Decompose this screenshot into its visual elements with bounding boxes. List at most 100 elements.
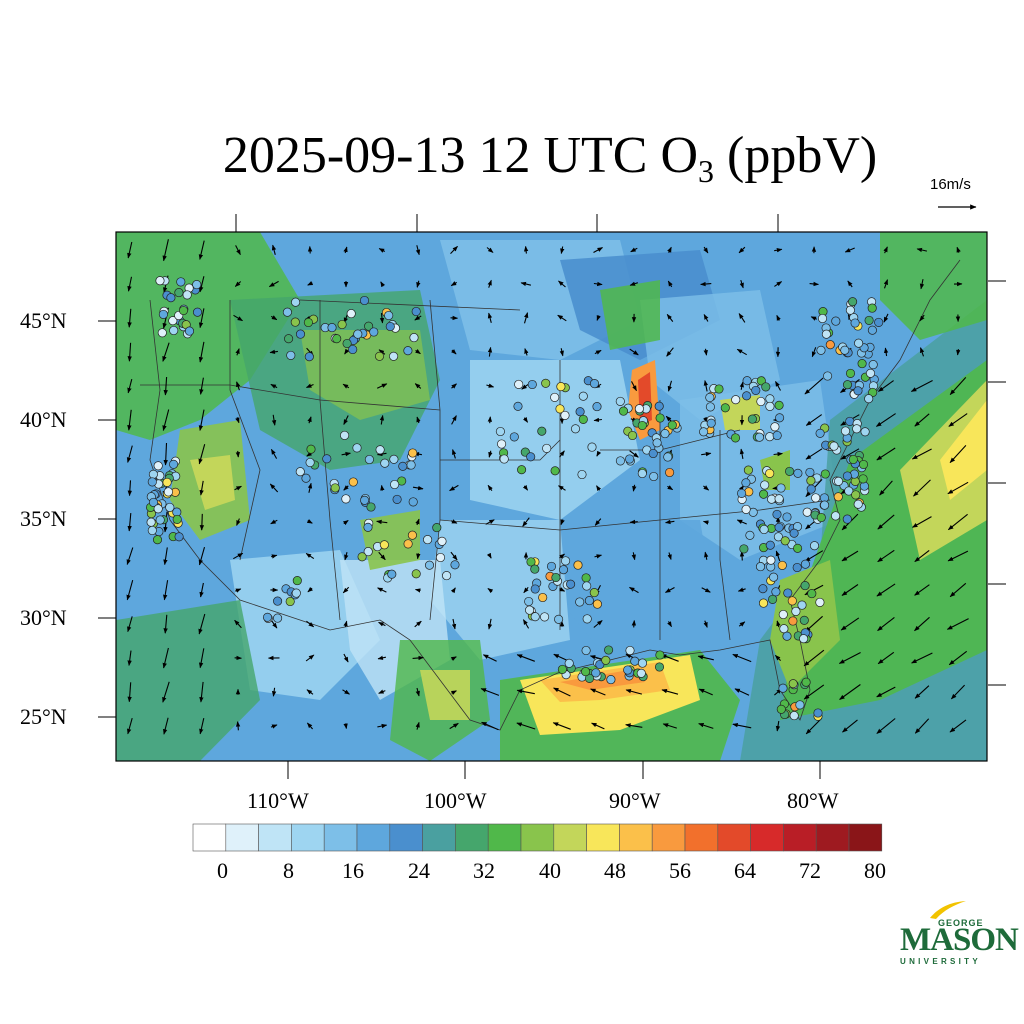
station-marker <box>845 368 856 378</box>
station-marker <box>654 401 664 411</box>
wind-vector <box>416 280 421 288</box>
colorbar-swatch <box>619 823 653 852</box>
wind-vector <box>449 484 459 492</box>
wind-vector <box>558 485 566 491</box>
station-marker <box>840 426 851 436</box>
station-marker <box>174 532 184 542</box>
colorbar-swatch <box>651 823 686 852</box>
wind-vector <box>414 588 421 593</box>
station-marker <box>155 515 165 525</box>
station-marker <box>555 404 565 414</box>
wind-vector <box>632 484 637 492</box>
station-marker <box>592 599 602 609</box>
wind-vector <box>415 687 420 697</box>
wind-vector <box>270 519 278 525</box>
station-marker <box>165 502 175 512</box>
station-marker <box>375 445 385 455</box>
station-marker <box>587 442 597 452</box>
wind-vector <box>703 620 708 628</box>
wind-vector <box>343 723 348 730</box>
wind-vector <box>412 655 424 661</box>
wind-vector <box>236 518 241 526</box>
wind-vector <box>198 648 205 669</box>
wind-vector <box>805 448 823 460</box>
station-marker <box>147 525 157 536</box>
colorbar-swatch <box>487 823 522 852</box>
wind-vector <box>629 281 638 286</box>
station-marker <box>551 572 561 583</box>
wind-vector <box>127 241 133 259</box>
wind-vector <box>163 376 168 396</box>
wind-vector <box>343 415 349 425</box>
station-marker <box>767 494 777 504</box>
wind-vector <box>450 656 457 662</box>
station-marker <box>615 456 625 466</box>
wind-vector <box>450 519 458 524</box>
station-marker <box>705 402 715 412</box>
wind-vector <box>198 341 205 363</box>
station-marker <box>615 396 625 406</box>
wind-vector <box>810 316 818 321</box>
wind-vector <box>629 586 639 594</box>
wind-vector <box>376 383 388 389</box>
station-marker <box>147 477 157 487</box>
wind-vector <box>631 381 637 392</box>
wind-vector <box>596 485 602 492</box>
station-marker <box>731 395 741 405</box>
wind-vector <box>344 348 350 355</box>
wind-vector <box>378 621 386 627</box>
station-marker <box>369 327 379 337</box>
station-marker <box>649 471 659 482</box>
station-marker <box>765 401 775 411</box>
wind-vector <box>879 480 893 496</box>
station-marker <box>403 539 413 549</box>
station-marker <box>768 594 778 604</box>
wind-vector <box>629 450 639 458</box>
wind-vector <box>235 245 241 256</box>
colorbar-label-40: 40 <box>539 858 561 883</box>
station-marker <box>637 468 647 479</box>
wind-vector <box>666 347 674 357</box>
wind-vector <box>847 280 853 288</box>
wind-vector <box>451 618 457 630</box>
wind-vector <box>198 308 205 329</box>
wind-reference-label: 16m/s <box>930 176 971 193</box>
station-marker <box>782 631 792 641</box>
wind-vector <box>233 314 243 322</box>
station-marker <box>403 346 413 356</box>
station-marker <box>706 418 716 428</box>
station-marker <box>864 394 874 404</box>
station-marker <box>359 295 370 306</box>
wind-vector <box>344 552 349 561</box>
wind-vector <box>949 377 967 396</box>
wind-vector <box>559 587 566 592</box>
station-marker <box>831 316 841 326</box>
station-marker <box>842 471 852 481</box>
station-marker <box>860 427 870 437</box>
wind-vector <box>127 717 133 735</box>
wind-vector <box>593 247 603 253</box>
wind-vector <box>948 413 968 427</box>
lat-label-35n: 35°N <box>20 506 67 531</box>
station-marker <box>530 612 540 622</box>
wind-vector <box>736 348 747 356</box>
wind-vector <box>876 718 896 734</box>
wind-vector <box>126 445 133 463</box>
wind-vector <box>379 414 385 425</box>
station-marker <box>765 468 775 478</box>
station-marker <box>435 552 446 563</box>
station-marker <box>153 461 163 471</box>
station-marker <box>178 305 189 316</box>
station-marker <box>637 658 648 668</box>
wind-vector <box>839 684 861 700</box>
station-marker <box>497 439 507 449</box>
wind-vector <box>162 342 170 362</box>
wind-vector <box>416 553 421 560</box>
colorbar-swatch <box>848 823 883 852</box>
station-marker <box>760 480 770 490</box>
wind-vector <box>486 383 495 388</box>
wind-vector <box>343 246 348 254</box>
wind-vector <box>738 246 746 254</box>
lat-label-45n: 45°N <box>20 308 67 333</box>
station-marker <box>166 293 176 303</box>
